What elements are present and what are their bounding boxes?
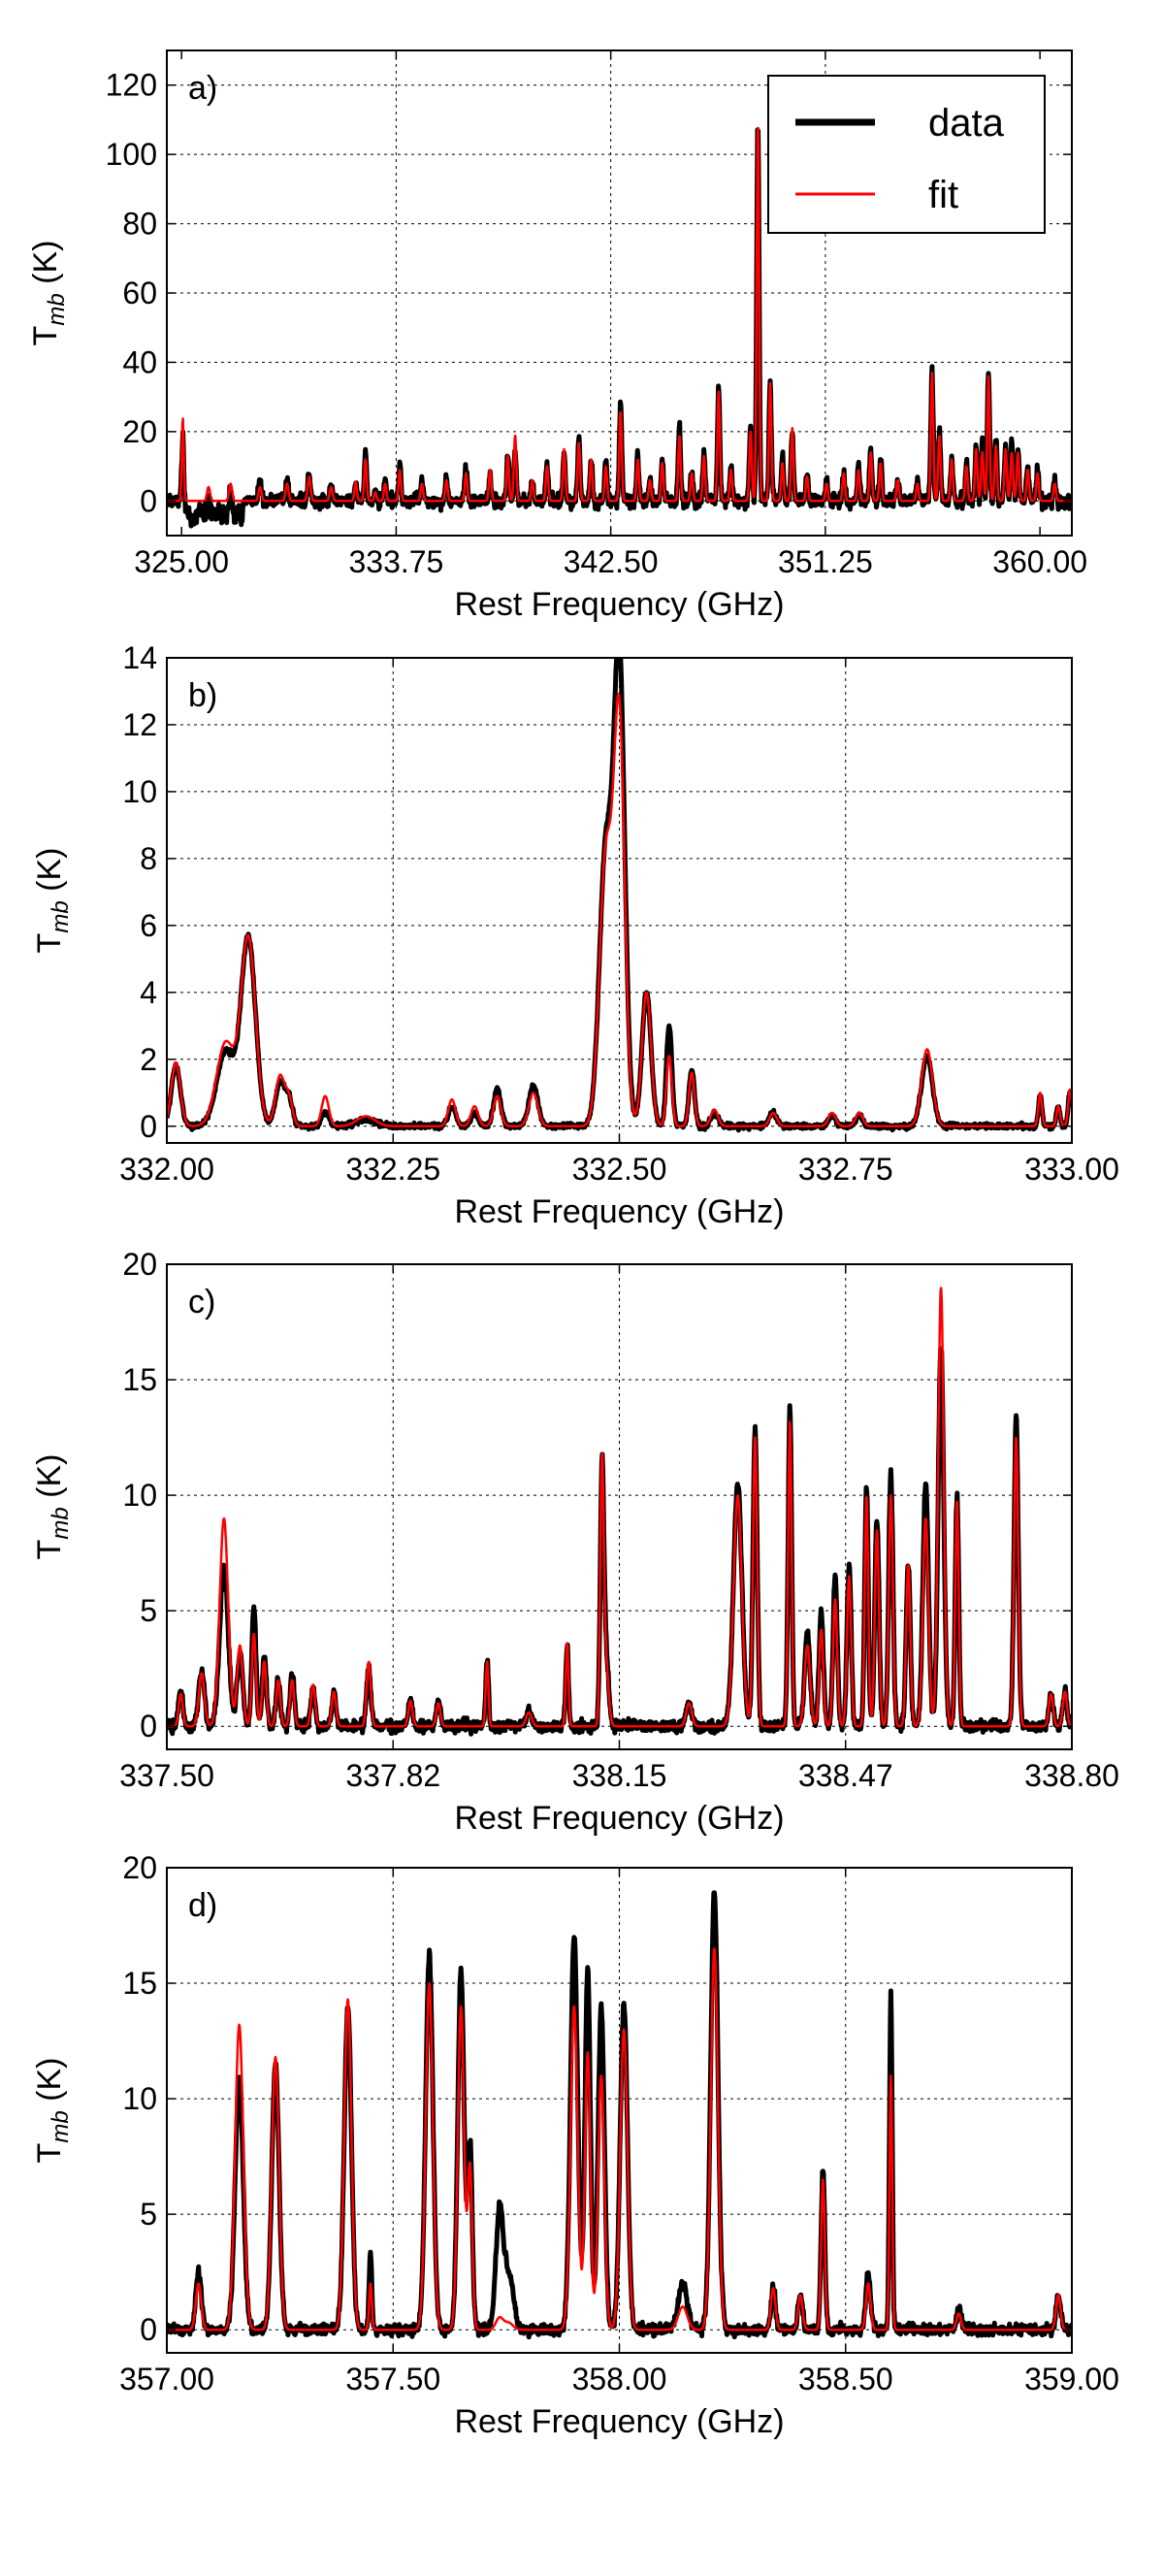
legend: data fit	[767, 75, 1046, 234]
y-ticks: 0 5 10 15 20	[122, 1247, 1072, 1744]
y-axis-label: Tmb (K)	[31, 2058, 74, 2164]
x-tick-label: 338.47	[798, 1758, 893, 1793]
y-tick-label: 60	[122, 276, 157, 310]
x-ticks: 325.00 333.75 342.50 351.25 360.00	[134, 50, 1087, 579]
panel-label: d)	[188, 1887, 217, 1924]
panel-b: 332.00 332.25 332.50 332.75 333.00 0 2 4 6 8 10 12 1…	[31, 640, 1119, 1230]
fit-series	[167, 1947, 1072, 2331]
x-tick-label: 325.00	[134, 544, 229, 579]
panel-label: b)	[188, 677, 217, 714]
y-label-main: T	[31, 933, 68, 954]
y-label-unit: (K)	[31, 848, 68, 901]
x-tick-label: 338.80	[1024, 1758, 1119, 1793]
y-label-subscript: mb	[48, 900, 74, 932]
panel-c: 337.50 337.82 338.15 338.47 338.80 0 5 10 15 20 c)…	[31, 1247, 1119, 1837]
y-label-subscript: mb	[48, 1507, 74, 1539]
legend-box	[767, 75, 1046, 234]
x-tick-label: 360.00	[992, 544, 1087, 579]
x-tick-label: 332.75	[798, 1152, 893, 1187]
legend-label-data: data	[928, 102, 1005, 145]
panel-label: a)	[188, 70, 217, 107]
y-label-main: T	[31, 1540, 68, 1560]
plot-frame	[166, 657, 1073, 1144]
x-tick-label: 359.00	[1024, 2362, 1119, 2397]
y-tick-label: 6	[140, 908, 157, 943]
y-label-main: T	[27, 326, 64, 346]
fit-series	[167, 126, 1072, 503]
y-tick-label: 0	[140, 2312, 157, 2347]
y-tick-label: 10	[122, 774, 157, 809]
x-ticks: 357.00 357.50 358.00 358.50 359.00	[119, 1868, 1119, 2397]
y-label-unit: (K)	[27, 241, 64, 294]
y-tick-label: 80	[122, 207, 157, 242]
y-tick-label: 2	[140, 1042, 157, 1077]
y-tick-label: 20	[122, 1247, 157, 1282]
traces	[167, 1890, 1072, 2340]
y-label-unit: (K)	[31, 2058, 68, 2111]
grid	[167, 658, 1072, 1143]
y-tick-label: 100	[106, 137, 157, 172]
y-tick-label: 40	[122, 344, 157, 379]
y-label-main: T	[31, 2143, 68, 2164]
y-tick-label: 15	[122, 1966, 157, 2001]
traces	[167, 126, 1072, 529]
x-tick-label: 351.25	[778, 544, 873, 579]
y-tick-label: 15	[122, 1362, 157, 1397]
y-tick-label: 10	[122, 2081, 157, 2116]
x-tick-label: 337.82	[345, 1758, 440, 1793]
x-ticks: 332.00 332.25 332.50 332.75 333.00	[119, 658, 1119, 1187]
y-ticks: 0 2 4 6 8 10 12 14	[122, 640, 1072, 1144]
y-tick-label: 20	[122, 1850, 157, 1885]
y-ticks: 0 20 40 60 80 100 120	[106, 68, 1072, 518]
x-axis-label: Rest Frequency (GHz)	[454, 1193, 784, 1230]
x-axis-label: Rest Frequency (GHz)	[454, 586, 784, 623]
x-tick-label: 358.50	[798, 2362, 893, 2397]
panel-d: 357.00 357.50 358.00 358.50 359.00 0 5 10 15 20 d)…	[31, 1850, 1119, 2440]
y-axis-label: Tmb (K)	[27, 241, 70, 346]
y-tick-label: 0	[140, 483, 157, 518]
y-tick-label: 5	[140, 2197, 157, 2232]
x-axis-label: Rest Frequency (GHz)	[454, 2403, 784, 2440]
data-series	[167, 1890, 1072, 2340]
x-tick-label: 333.75	[348, 544, 443, 579]
y-axis-label: Tmb (K)	[31, 1454, 74, 1560]
panel-a: 325.00 333.75 342.50 351.25 360.00 0 20 40 60 80 1…	[27, 49, 1087, 623]
y-tick-label: 4	[140, 975, 157, 1010]
legend-label-fit: fit	[928, 174, 958, 216]
y-tick-label: 120	[106, 68, 157, 103]
y-label-subscript: mb	[44, 293, 70, 325]
x-tick-label: 332.00	[119, 1152, 214, 1187]
panel-label: c)	[188, 1284, 215, 1321]
y-tick-label: 20	[122, 414, 157, 449]
traces	[167, 1287, 1072, 1737]
y-ticks: 0 5 10 15 20	[122, 1850, 1072, 2347]
y-label-unit: (K)	[31, 1454, 68, 1508]
y-label-subscript: mb	[48, 2110, 74, 2142]
fit-series	[167, 693, 1072, 1128]
x-tick-label: 333.00	[1024, 1152, 1119, 1187]
y-tick-label: 0	[140, 1109, 157, 1144]
x-tick-label: 358.00	[572, 2362, 667, 2397]
fit-series	[167, 1287, 1072, 1728]
x-tick-label: 338.15	[572, 1758, 667, 1793]
y-tick-label: 5	[140, 1593, 157, 1628]
x-tick-label: 357.50	[345, 2362, 440, 2397]
y-tick-label: 14	[122, 640, 157, 675]
traces	[167, 658, 1072, 1133]
y-axis-label: Tmb (K)	[31, 848, 74, 954]
x-ticks: 337.50 337.82 338.15 338.47 338.80	[119, 1264, 1119, 1793]
x-tick-label: 357.00	[119, 2362, 214, 2397]
y-tick-label: 8	[140, 841, 157, 876]
x-tick-label: 332.50	[572, 1152, 667, 1187]
y-tick-label: 10	[122, 1478, 157, 1513]
y-tick-label: 0	[140, 1709, 157, 1744]
x-tick-label: 337.50	[119, 1758, 214, 1793]
x-tick-label: 342.50	[564, 544, 659, 579]
x-tick-label: 332.25	[345, 1152, 440, 1187]
x-axis-label: Rest Frequency (GHz)	[454, 1800, 784, 1837]
y-tick-label: 12	[122, 707, 157, 742]
